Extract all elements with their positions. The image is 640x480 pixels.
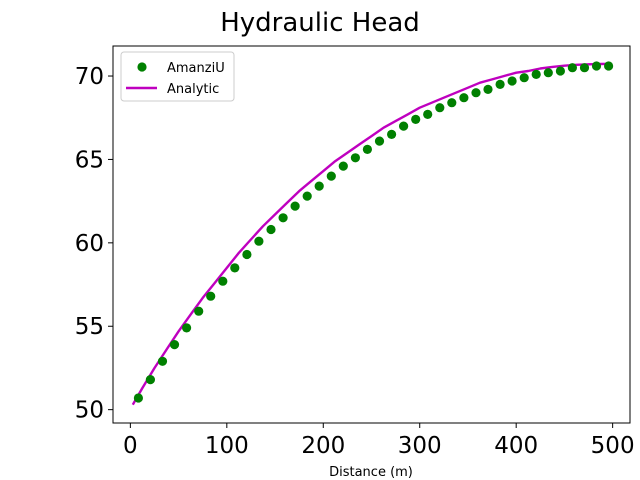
data-point-amanziu bbox=[604, 61, 614, 71]
data-point-amanziu bbox=[350, 153, 360, 163]
data-point-amanziu bbox=[218, 276, 228, 286]
data-point-amanziu bbox=[591, 61, 602, 71]
data-point-amanziu bbox=[567, 63, 578, 73]
data-point-amanziu bbox=[326, 171, 336, 181]
data-point-amanziu bbox=[242, 249, 252, 260]
data-point-amanziu bbox=[507, 76, 517, 86]
data-point-amanziu bbox=[145, 375, 155, 385]
data-point-amanziu bbox=[157, 356, 168, 366]
axes-frame bbox=[112, 45, 631, 424]
data-point-amanziu bbox=[278, 213, 288, 223]
x-tick-label: 0 bbox=[123, 433, 138, 459]
y-tick-label: 55 bbox=[75, 314, 104, 340]
data-point-amanziu bbox=[555, 66, 566, 76]
data-point-amanziu bbox=[543, 68, 553, 78]
x-tick-label: 200 bbox=[301, 433, 345, 459]
data-point-amanziu bbox=[206, 291, 216, 301]
x-tick-label: 400 bbox=[494, 433, 538, 459]
legend-label: Analytic bbox=[167, 82, 219, 97]
legend-marker-amanziu bbox=[137, 62, 147, 72]
data-point-amanziu bbox=[133, 393, 143, 403]
series-line-analytic bbox=[131, 62, 611, 406]
y-tick-label: 50 bbox=[75, 398, 104, 424]
data-point-amanziu bbox=[338, 161, 348, 171]
x-tick-label: 500 bbox=[591, 433, 635, 459]
plot-area bbox=[131, 61, 614, 406]
axis-ticks: 0 100 200 300 400 500 50 55 60 65 70 bbox=[75, 64, 635, 459]
data-point-amanziu bbox=[423, 109, 433, 119]
data-point-amanziu bbox=[387, 129, 397, 139]
data-point-amanziu bbox=[447, 98, 457, 108]
data-point-amanziu bbox=[230, 263, 240, 273]
data-point-amanziu bbox=[399, 121, 409, 131]
x-tick-label: 300 bbox=[398, 433, 442, 459]
data-point-amanziu bbox=[314, 181, 324, 191]
legend: AmanziU Analytic bbox=[120, 51, 235, 102]
data-point-amanziu bbox=[483, 84, 493, 94]
data-point-amanziu bbox=[194, 306, 204, 316]
y-tick-label: 70 bbox=[75, 64, 104, 90]
data-point-amanziu bbox=[495, 79, 505, 89]
chart-title: Hydraulic Head bbox=[220, 8, 420, 38]
data-point-amanziu bbox=[374, 136, 385, 146]
data-point-amanziu bbox=[531, 69, 541, 79]
x-tick-label: 100 bbox=[205, 433, 249, 459]
x-axis-label: Distance (m) bbox=[329, 465, 413, 480]
data-point-amanziu bbox=[254, 236, 264, 246]
data-point-amanziu bbox=[266, 224, 276, 235]
data-point-amanziu bbox=[290, 201, 300, 211]
data-point-amanziu bbox=[579, 63, 590, 73]
data-point-amanziu bbox=[471, 88, 481, 98]
y-tick-label: 60 bbox=[75, 231, 104, 257]
data-point-amanziu bbox=[519, 73, 529, 83]
data-point-amanziu bbox=[302, 191, 312, 201]
data-point-amanziu bbox=[362, 144, 372, 154]
y-tick-label: 65 bbox=[75, 147, 104, 173]
data-point-amanziu bbox=[182, 323, 192, 333]
data-point-amanziu bbox=[411, 114, 421, 124]
data-point-amanziu bbox=[459, 93, 469, 103]
data-point-amanziu bbox=[169, 340, 180, 350]
legend-label: AmanziU bbox=[167, 61, 225, 76]
data-point-amanziu bbox=[435, 103, 445, 113]
